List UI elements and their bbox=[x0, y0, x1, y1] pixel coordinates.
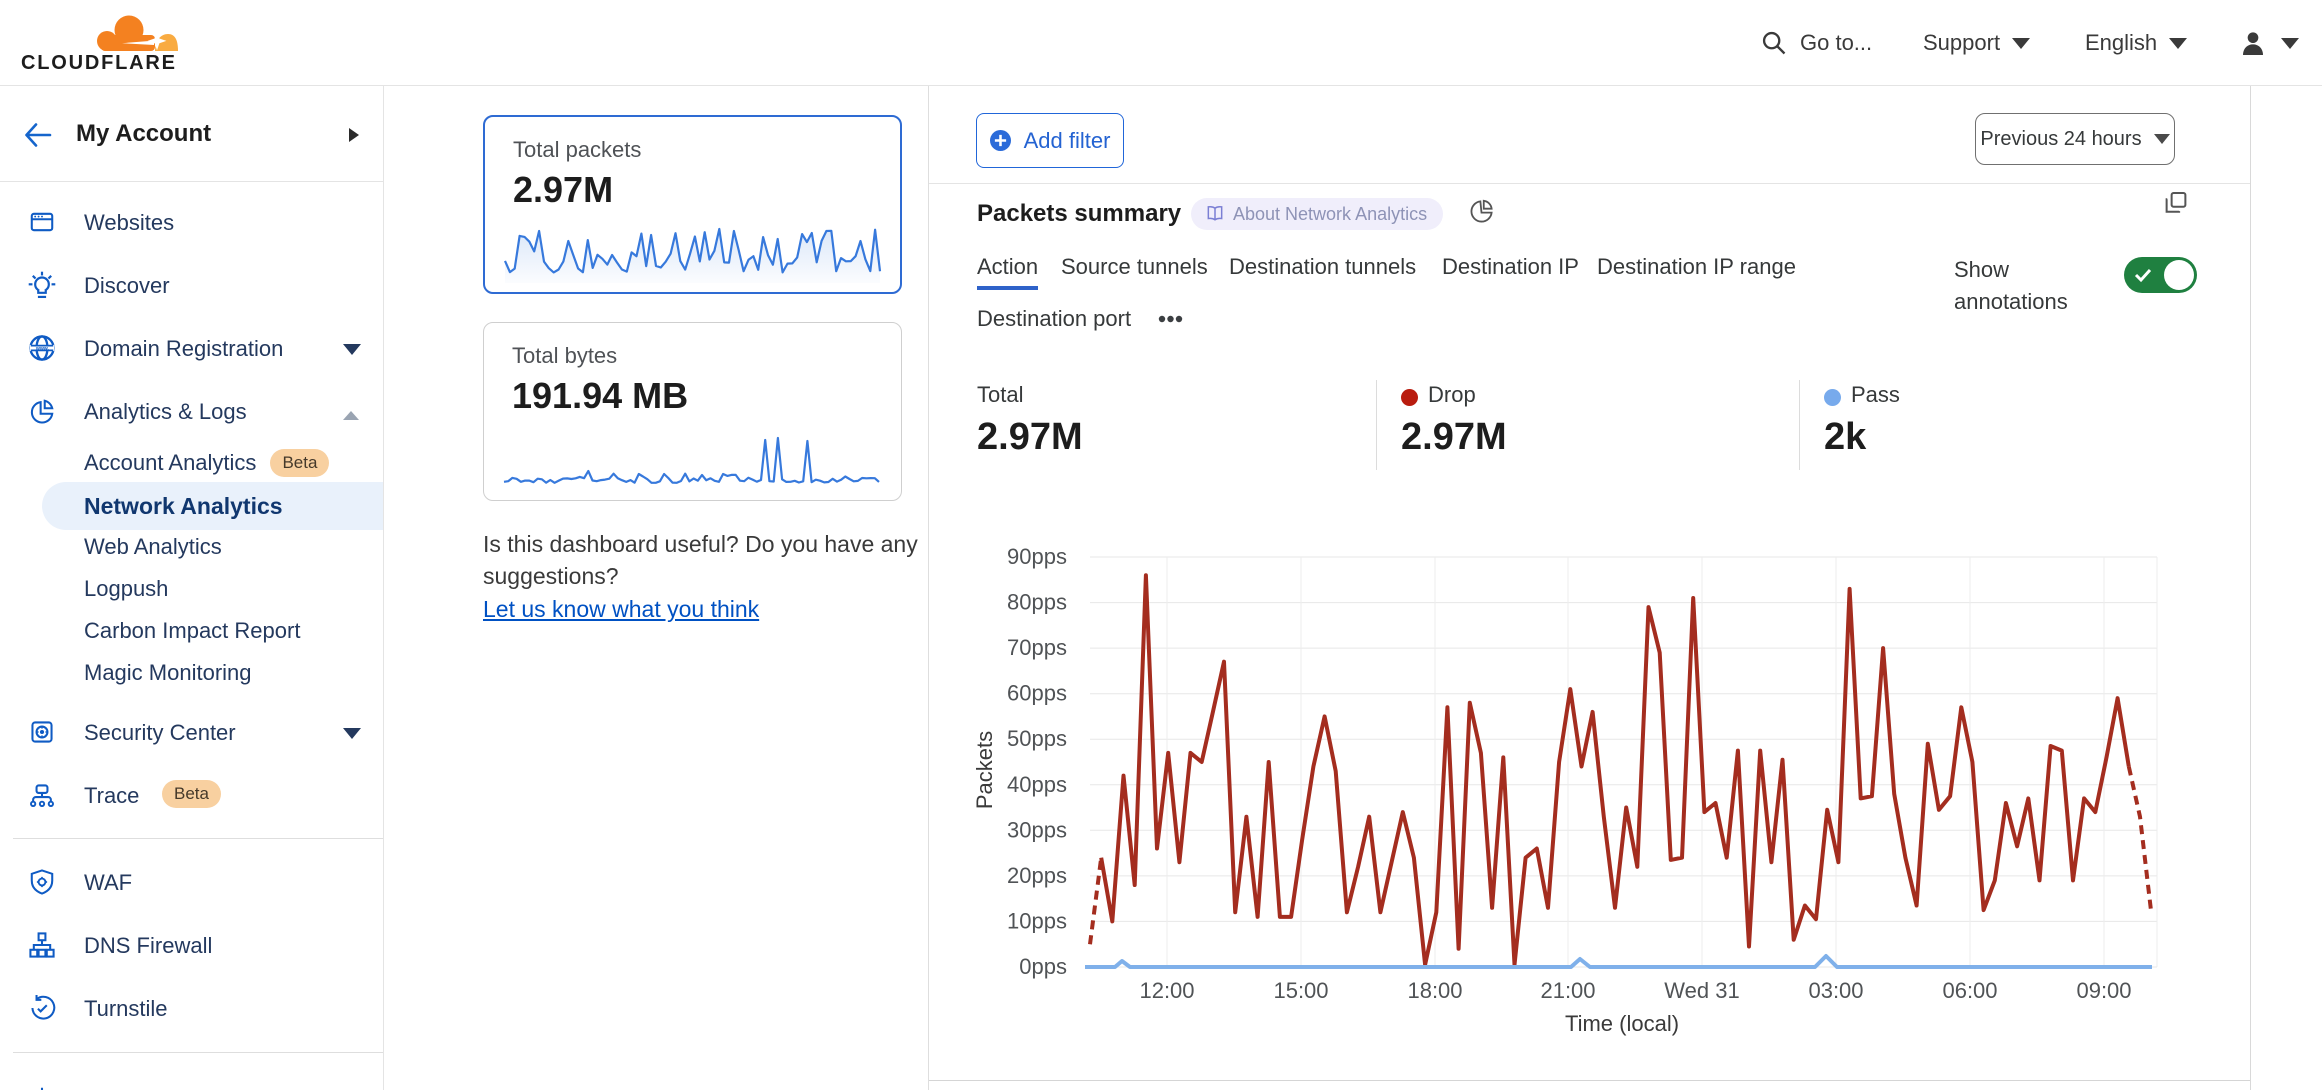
svg-text:Wed 31: Wed 31 bbox=[1664, 978, 1739, 1003]
svg-text:0pps: 0pps bbox=[1019, 954, 1067, 979]
svg-text:Time (local): Time (local) bbox=[1565, 1011, 1679, 1036]
svg-text:30pps: 30pps bbox=[1007, 817, 1067, 842]
svg-text:90pps: 90pps bbox=[1007, 545, 1067, 569]
svg-text:Packets: Packets bbox=[976, 731, 997, 809]
svg-text:20pps: 20pps bbox=[1007, 863, 1067, 888]
svg-text:70pps: 70pps bbox=[1007, 635, 1067, 660]
svg-text:50pps: 50pps bbox=[1007, 726, 1067, 751]
svg-text:21:00: 21:00 bbox=[1540, 978, 1595, 1003]
svg-text:09:00: 09:00 bbox=[2076, 978, 2131, 1003]
svg-text:03:00: 03:00 bbox=[1808, 978, 1863, 1003]
svg-text:www.: www. bbox=[35, 346, 50, 352]
svg-text:CLOUDFLARE: CLOUDFLARE bbox=[21, 52, 177, 74]
svg-text:40pps: 40pps bbox=[1007, 772, 1067, 797]
svg-text:80pps: 80pps bbox=[1007, 590, 1067, 615]
svg-text:15:00: 15:00 bbox=[1273, 978, 1328, 1003]
svg-text:10pps: 10pps bbox=[1007, 908, 1067, 933]
svg-text:60pps: 60pps bbox=[1007, 681, 1067, 706]
svg-text:12:00: 12:00 bbox=[1139, 978, 1194, 1003]
svg-text:18:00: 18:00 bbox=[1407, 978, 1462, 1003]
svg-text:06:00: 06:00 bbox=[1942, 978, 1997, 1003]
